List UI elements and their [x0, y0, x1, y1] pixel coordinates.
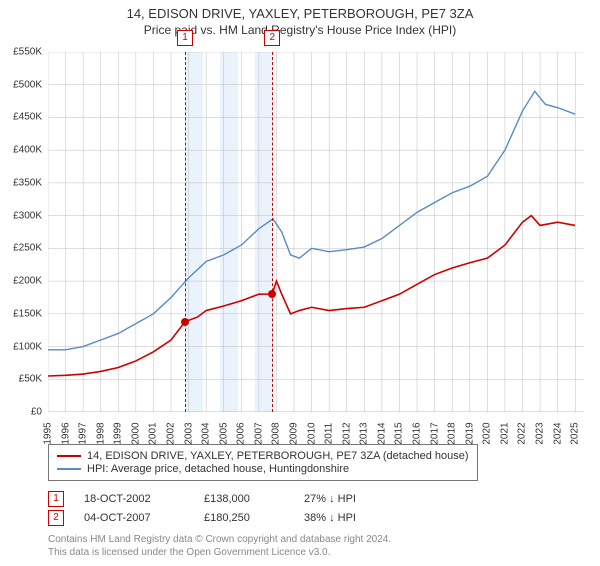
legend-label-hpi: HPI: Average price, detached house, Hunt… [87, 463, 349, 475]
x-tick-label: 2010 [306, 422, 317, 444]
footer: Contains HM Land Registry data © Crown c… [48, 534, 391, 559]
transaction-marker: 1 [48, 491, 64, 507]
transaction-vs-hpi: 38% ↓ HPI [304, 512, 394, 524]
transaction-table: 1 18-OCT-2002 £138,000 27% ↓ HPI 2 04-OC… [48, 488, 394, 529]
x-tick-label: 2023 [535, 422, 546, 444]
transaction-date: 18-OCT-2002 [84, 493, 184, 505]
legend-swatch-property [57, 455, 81, 457]
x-tick-label: 2005 [218, 422, 229, 444]
y-tick-label: £0 [31, 407, 42, 418]
x-tick-label: 2006 [236, 422, 247, 444]
x-tick-label: 2017 [429, 422, 440, 444]
x-tick-label: 2013 [359, 422, 370, 444]
legend: 14, EDISON DRIVE, YAXLEY, PETERBOROUGH, … [48, 444, 478, 481]
transaction-price: £180,250 [204, 512, 284, 524]
transaction-row: 1 18-OCT-2002 £138,000 27% ↓ HPI [48, 491, 394, 507]
sale-marker-label: 1 [177, 30, 193, 46]
y-tick-label: £550K [13, 47, 42, 58]
legend-label-property: 14, EDISON DRIVE, YAXLEY, PETERBOROUGH, … [87, 450, 469, 462]
sale-marker-label: 2 [264, 30, 280, 46]
sale-dot [268, 290, 276, 298]
x-tick-label: 2015 [394, 422, 405, 444]
legend-item-property: 14, EDISON DRIVE, YAXLEY, PETERBOROUGH, … [57, 450, 469, 462]
y-tick-label: £200K [13, 276, 42, 287]
chart-container: 14, EDISON DRIVE, YAXLEY, PETERBOROUGH, … [0, 6, 600, 566]
footer-line: Contains HM Land Registry data © Crown c… [48, 534, 391, 547]
transaction-vs-hpi: 27% ↓ HPI [304, 493, 394, 505]
x-tick-label: 1995 [43, 422, 54, 444]
x-tick-label: 2020 [482, 422, 493, 444]
x-tick-label: 2018 [447, 422, 458, 444]
y-tick-label: £500K [13, 79, 42, 90]
y-tick-label: £450K [13, 112, 42, 123]
chart-svg [48, 52, 584, 412]
transaction-row: 2 04-OCT-2007 £180,250 38% ↓ HPI [48, 510, 394, 526]
x-tick-label: 2004 [201, 422, 212, 444]
transaction-marker: 2 [48, 510, 64, 526]
x-tick-label: 2011 [324, 423, 335, 445]
y-tick-label: £150K [13, 308, 42, 319]
y-tick-label: £100K [13, 341, 42, 352]
y-tick-label: £350K [13, 177, 42, 188]
x-tick-label: 2002 [166, 422, 177, 444]
x-tick-label: 1999 [113, 422, 124, 444]
transaction-price: £138,000 [204, 493, 284, 505]
y-tick-label: £300K [13, 210, 42, 221]
legend-item-hpi: HPI: Average price, detached house, Hunt… [57, 463, 469, 475]
x-tick-label: 2000 [130, 422, 141, 444]
x-tick-label: 2007 [253, 422, 264, 444]
x-tick-label: 2016 [412, 422, 423, 444]
chart-subtitle: Price paid vs. HM Land Registry's House … [0, 23, 600, 37]
y-tick-label: £50K [19, 374, 42, 385]
x-tick-label: 2012 [341, 422, 352, 444]
x-tick-label: 2009 [289, 422, 300, 444]
sale-vline [185, 52, 186, 412]
x-tick-label: 1997 [78, 422, 89, 444]
x-tick-label: 2019 [464, 422, 475, 444]
x-tick-label: 2008 [271, 422, 282, 444]
sale-dot [181, 318, 189, 326]
y-tick-label: £400K [13, 145, 42, 156]
x-tick-label: 2022 [517, 422, 528, 444]
chart-title: 14, EDISON DRIVE, YAXLEY, PETERBOROUGH, … [0, 6, 600, 21]
transaction-date: 04-OCT-2007 [84, 512, 184, 524]
y-tick-label: £250K [13, 243, 42, 254]
x-tick-label: 1996 [60, 422, 71, 444]
legend-swatch-hpi [57, 468, 81, 470]
chart-area: £0£50K£100K£150K£200K£250K£300K£350K£400… [48, 52, 584, 412]
x-tick-label: 1998 [95, 422, 106, 444]
x-tick-label: 2001 [148, 422, 159, 444]
sale-vline [272, 52, 273, 412]
footer-line: This data is licensed under the Open Gov… [48, 547, 391, 560]
x-tick-label: 2021 [499, 422, 510, 444]
x-tick-label: 2024 [552, 422, 563, 444]
x-tick-label: 2014 [376, 422, 387, 444]
x-tick-label: 2003 [183, 422, 194, 444]
x-tick-label: 2025 [570, 422, 581, 444]
